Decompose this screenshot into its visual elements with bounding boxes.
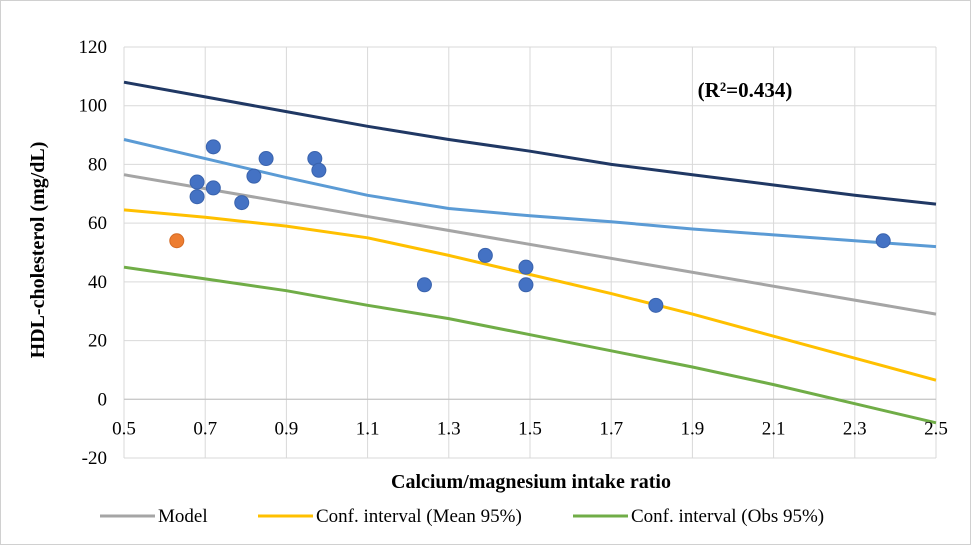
legend: Model Conf. interval (Mean 95%) Conf. inte… [100,506,824,527]
x-tick-label: 1.9 [681,418,705,439]
data-point [258,151,274,167]
series-line [123,173,937,316]
data-point [189,189,205,205]
x-tick-label: 2.3 [843,418,867,439]
grid-lines [123,46,937,459]
data-point [246,168,262,184]
series-line [123,265,937,425]
y-tick-label: 0 [98,389,108,410]
data-point [205,180,221,196]
x-tick-label: 1.1 [356,418,380,439]
data-point [648,297,664,313]
data-point [205,139,221,155]
y-tick-label: 120 [79,37,108,58]
tick-labels: 120 100 80 60 40 20 0 -200.5 0.7 0.9 1.1 1.3 1.5 1.7 1… [79,37,948,469]
y-tick-label: 60 [88,213,107,234]
y-axis-title: HDL-cholesterol (mg/dL) [27,142,49,359]
y-tick-label: 100 [79,96,108,117]
y-tick-label: 80 [88,154,107,175]
legend-label: Conf. interval (Mean 95%) [316,506,522,527]
legend-label: Model [158,506,208,527]
x-tick-label: 1.7 [599,418,623,439]
x-tick-label: 1.5 [518,418,542,439]
series-line [123,208,937,382]
data-point [416,277,432,293]
confidence-bound-line [123,80,937,206]
data-point [518,277,534,293]
data-point [311,162,327,178]
data-points [169,139,891,313]
r-squared-annotation: (R²=0.434) [698,78,793,102]
x-tick-label: 0.7 [193,418,217,439]
data-point [518,259,534,275]
x-tick-label: 2.5 [924,418,948,439]
x-tick-label: 1.3 [437,418,461,439]
highlighted-point [169,233,185,249]
legend-label: Conf. interval (Obs 95%) [631,506,824,527]
data-point [234,195,250,211]
y-tick-label: 40 [88,272,107,293]
y-tick-label: -20 [82,448,107,469]
x-tick-label: 2.1 [762,418,786,439]
data-point [189,174,205,190]
x-tick-label: 0.5 [112,418,136,439]
x-tick-label: 0.9 [275,418,299,439]
data-point [477,247,493,263]
y-tick-label: 20 [88,331,107,352]
x-axis-title: Calcium/magnesium intake ratio [391,471,671,493]
data-point [875,233,891,249]
